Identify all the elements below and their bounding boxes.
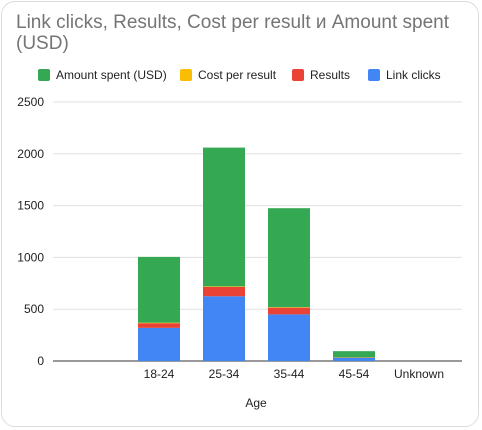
legend-label: Link clicks [386,68,441,82]
x-axis-title: Age [245,396,267,410]
bar-segment-amount-spent-usd[interactable] [268,208,310,308]
x-tick-label: 25-34 [209,367,240,381]
y-tick-label: 0 [37,354,44,368]
bar-segment-cost-per-result[interactable] [268,307,310,308]
chart-title: Link clicks, Results, Cost per result и … [16,12,450,54]
x-tick-label: Unknown [394,367,444,381]
bar-segment-amount-spent-usd[interactable] [138,256,180,323]
y-axis: 0 500 1000 1500 2000 2500 [17,95,44,368]
x-tick-label: 35-44 [274,367,305,381]
legend-swatch [180,69,192,81]
bar-segment-cost-per-result[interactable] [203,286,245,287]
bar-segment-cost-per-result[interactable] [138,322,180,324]
legend-swatch [38,69,50,81]
legend-label: Cost per result [198,68,277,82]
y-tick-label: 500 [24,302,44,316]
bar-segment-amount-spent-usd[interactable] [203,147,245,287]
x-tick-label: 18-24 [144,367,175,381]
y-tick-label: 2500 [17,95,44,109]
bar-segment-amount-spent-usd[interactable] [333,351,375,358]
y-tick-label: 2000 [17,147,44,161]
legend-swatch [292,69,304,81]
bar-segment-link-clicks[interactable] [138,327,180,361]
bar-segment-results[interactable] [203,286,245,297]
x-tick-label: 45-54 [339,367,370,381]
chart-legend: Amount spent (USD) Cost per result Resul… [0,66,482,84]
y-tick-label: 1000 [17,250,44,264]
bar-segment-results[interactable] [268,307,310,315]
bar-segment-results[interactable] [138,323,180,328]
legend-item-cost-per-result[interactable]: Cost per result [180,66,276,84]
legend-label: Results [310,68,351,82]
bars [138,147,375,361]
legend-label: Amount spent (USD) [56,68,167,82]
x-axis: 18-24 25-34 35-44 45-54 Unknown [144,367,444,381]
legend-item-link-clicks[interactable]: Link clicks [368,66,441,84]
legend-item-amount-spent[interactable]: Amount spent (USD) [38,66,167,84]
legend-swatch [368,69,380,81]
y-tick-label: 1500 [17,199,44,213]
bar-segment-link-clicks[interactable] [203,296,245,361]
legend-item-results[interactable]: Results [292,66,350,84]
bar-segment-link-clicks[interactable] [333,357,375,361]
gridlines [53,101,462,362]
bar-segment-link-clicks[interactable] [268,314,310,361]
